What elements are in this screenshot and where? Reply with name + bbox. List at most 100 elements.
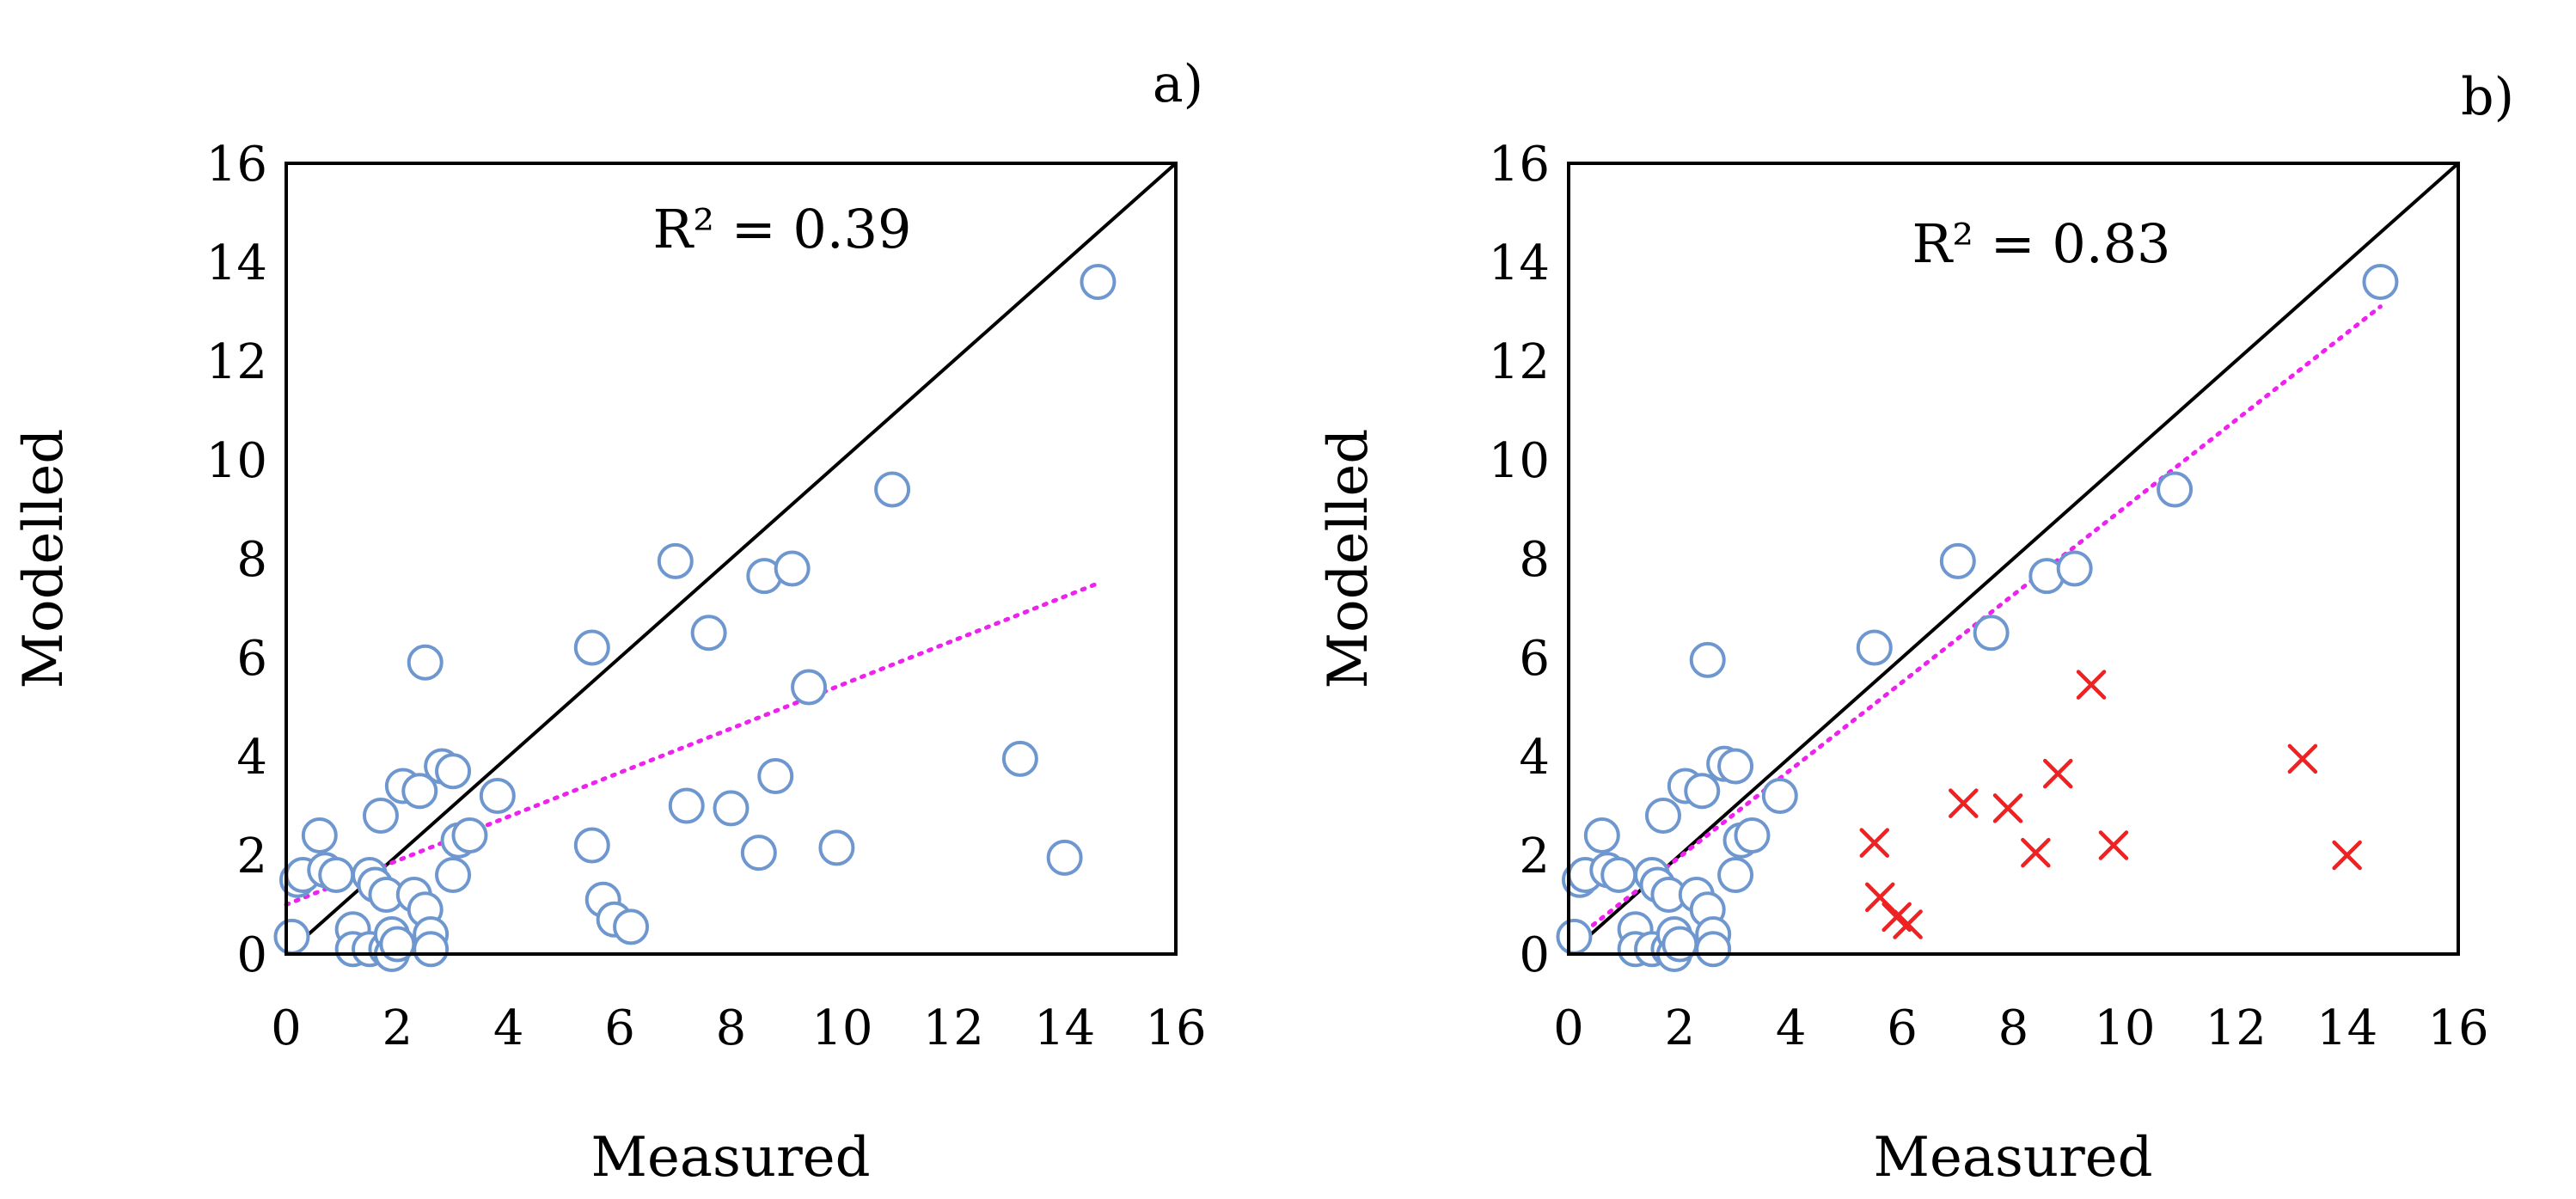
panel-b-point-retained [2056,550,2093,587]
panel-b-point-excluded [2021,837,2051,868]
panel-a-point-data [413,931,450,968]
panel-a-point-data [690,615,727,651]
panel-b-point-excluded [2332,840,2362,871]
panel-a-marks [273,162,1178,972]
panel-b-point-retained [1717,857,1754,893]
panel-a-point-data [479,778,516,814]
panel-a-y-tick-label: 0 [236,927,267,983]
panel-b-y-tick-label: 0 [1519,927,1550,983]
panel-b-plot-frame [1567,162,2460,956]
panel-a-point-data [1001,740,1038,777]
panel-a-point-data [1080,264,1117,300]
panel-a-point-data [451,817,488,853]
panel-a-point-data [613,908,650,945]
panel-a-point-data [573,629,610,666]
panel-a-point-data [1046,839,1083,876]
panel-b-point-excluded [1893,909,1923,939]
panel-b-point-retained [1689,641,1726,678]
panel-a-x-tick-label: 2 [382,1000,413,1056]
panel-a-x-tick-label: 12 [923,1000,984,1056]
panel-a-point-data [401,773,438,810]
panel-b-x-tick-label: 16 [2427,1000,2488,1056]
panel-a-x-tick-label: 0 [271,1000,302,1056]
panel-a-point-data [435,857,472,893]
panel-b-y-tick-label: 4 [1519,730,1550,786]
panel-b-x-tick-label: 10 [2094,1000,2155,1056]
panel-b-point-retained [1684,773,1721,810]
panel-b-one-to-one-line [1567,162,2460,956]
panel-b-ticks: 0 2 4 6 8 10 12 14 16 0 2 4 6 8 10 12 14 16 [1489,137,2489,1056]
panel-b-x-tick-label: 4 [1776,1000,1807,1056]
panel-a-point-data [668,787,705,824]
panel-a-y-tick-label: 4 [236,730,267,786]
panel-b-point-excluded [2076,670,2107,700]
panel-a-point-data [791,669,828,706]
panel-b-point-retained [1695,931,1732,968]
panel-a-x-tick-label: 10 [811,1000,872,1056]
panel-b-point-excluded [1992,793,2023,823]
panel-a-trend-line [284,581,1100,907]
panel-b-point-excluded [1949,788,1979,818]
panel-a-y-tick-label: 2 [236,829,267,884]
panel-a-point-data [318,857,355,893]
panel-a-one-to-one-line [285,162,1178,956]
panel-b-y-tick-label: 16 [1489,137,1550,193]
panel-a-x-tick-label: 6 [604,1000,635,1056]
panel-b-y-tick-label: 10 [1489,433,1550,489]
panel-a-y-tick-label: 12 [206,334,267,390]
panel-a-point-data [435,753,472,790]
panel-b-point-retained [1761,778,1798,814]
panel-b-point-retained [2362,264,2399,300]
panel-b-point-excluded [2287,743,2318,774]
panel-a-point-data [713,790,750,827]
panel-b-point-excluded [2098,830,2129,860]
panel-a-point-data [573,827,610,864]
panel-b-marks [1556,162,2460,972]
panel-b-point-excluded [1859,828,1890,858]
panel-a-y-axis-title: Modelled [12,429,76,689]
panel-a-point-data [818,829,855,866]
panel-b-y-tick-label: 8 [1519,532,1550,588]
panel-a-y-tick-label: 10 [206,433,267,489]
panel-a-x-tick-label: 14 [1034,1000,1095,1056]
panel-a-y-tick-label: 8 [236,532,267,588]
panel-b-x-tick-label: 12 [2206,1000,2267,1056]
panel-b-point-retained [1973,615,2010,651]
panel-b-point-retained [1734,817,1771,853]
panel-b-x-tick-label: 2 [1665,1000,1696,1056]
panel-b-point-excluded [2043,758,2073,789]
panel-a-point-data [774,550,811,587]
panel-b-x-tick-label: 0 [1553,1000,1584,1056]
panel-b-point-retained [1939,542,1976,579]
panel-b-point-retained [1717,748,1754,785]
panel-a-point-data [657,542,694,579]
panel-a-y-tick-label: 14 [206,236,267,291]
panel-a-label: a) [1153,54,1203,114]
panel-a-plot-frame [285,162,1178,956]
panel-b-r2-annotation: R² = 0.83 [1912,212,2171,275]
panel-b-point-retained [1556,918,1593,955]
panel-b-x-axis-title: Measured [1873,1126,2152,1190]
panel-a-x-tick-label: 8 [716,1000,747,1056]
panel-b-point-retained [1856,629,1893,666]
panel-b-y-axis-title: Modelled [1317,429,1380,689]
panel-b-y-tick-label: 2 [1519,829,1550,884]
panel-a-y-tick-label: 16 [206,137,267,193]
panel-b-y-tick-label: 6 [1519,631,1550,687]
panel-a-point-data [362,798,399,834]
panel-a-r2-annotation: R² = 0.39 [653,198,912,260]
panel-a-point-data [757,758,794,794]
panel-a-point-data [407,644,444,681]
panel-b-x-tick-label: 6 [1887,1000,1918,1056]
panel-a-ticks: 0 2 4 6 8 10 12 14 16 0 2 4 6 8 10 12 14 16 [206,137,1207,1056]
panel-a-point-data [740,835,777,872]
panel-b-y-tick-label: 12 [1489,334,1550,390]
panel-b-point-excluded [1865,882,1895,913]
panel-b-point-retained [2157,471,2194,508]
panel-b-point-retained [1600,857,1637,893]
panel-b-point-retained [1583,817,1620,853]
panel-b-x-tick-label: 14 [2316,1000,2377,1056]
